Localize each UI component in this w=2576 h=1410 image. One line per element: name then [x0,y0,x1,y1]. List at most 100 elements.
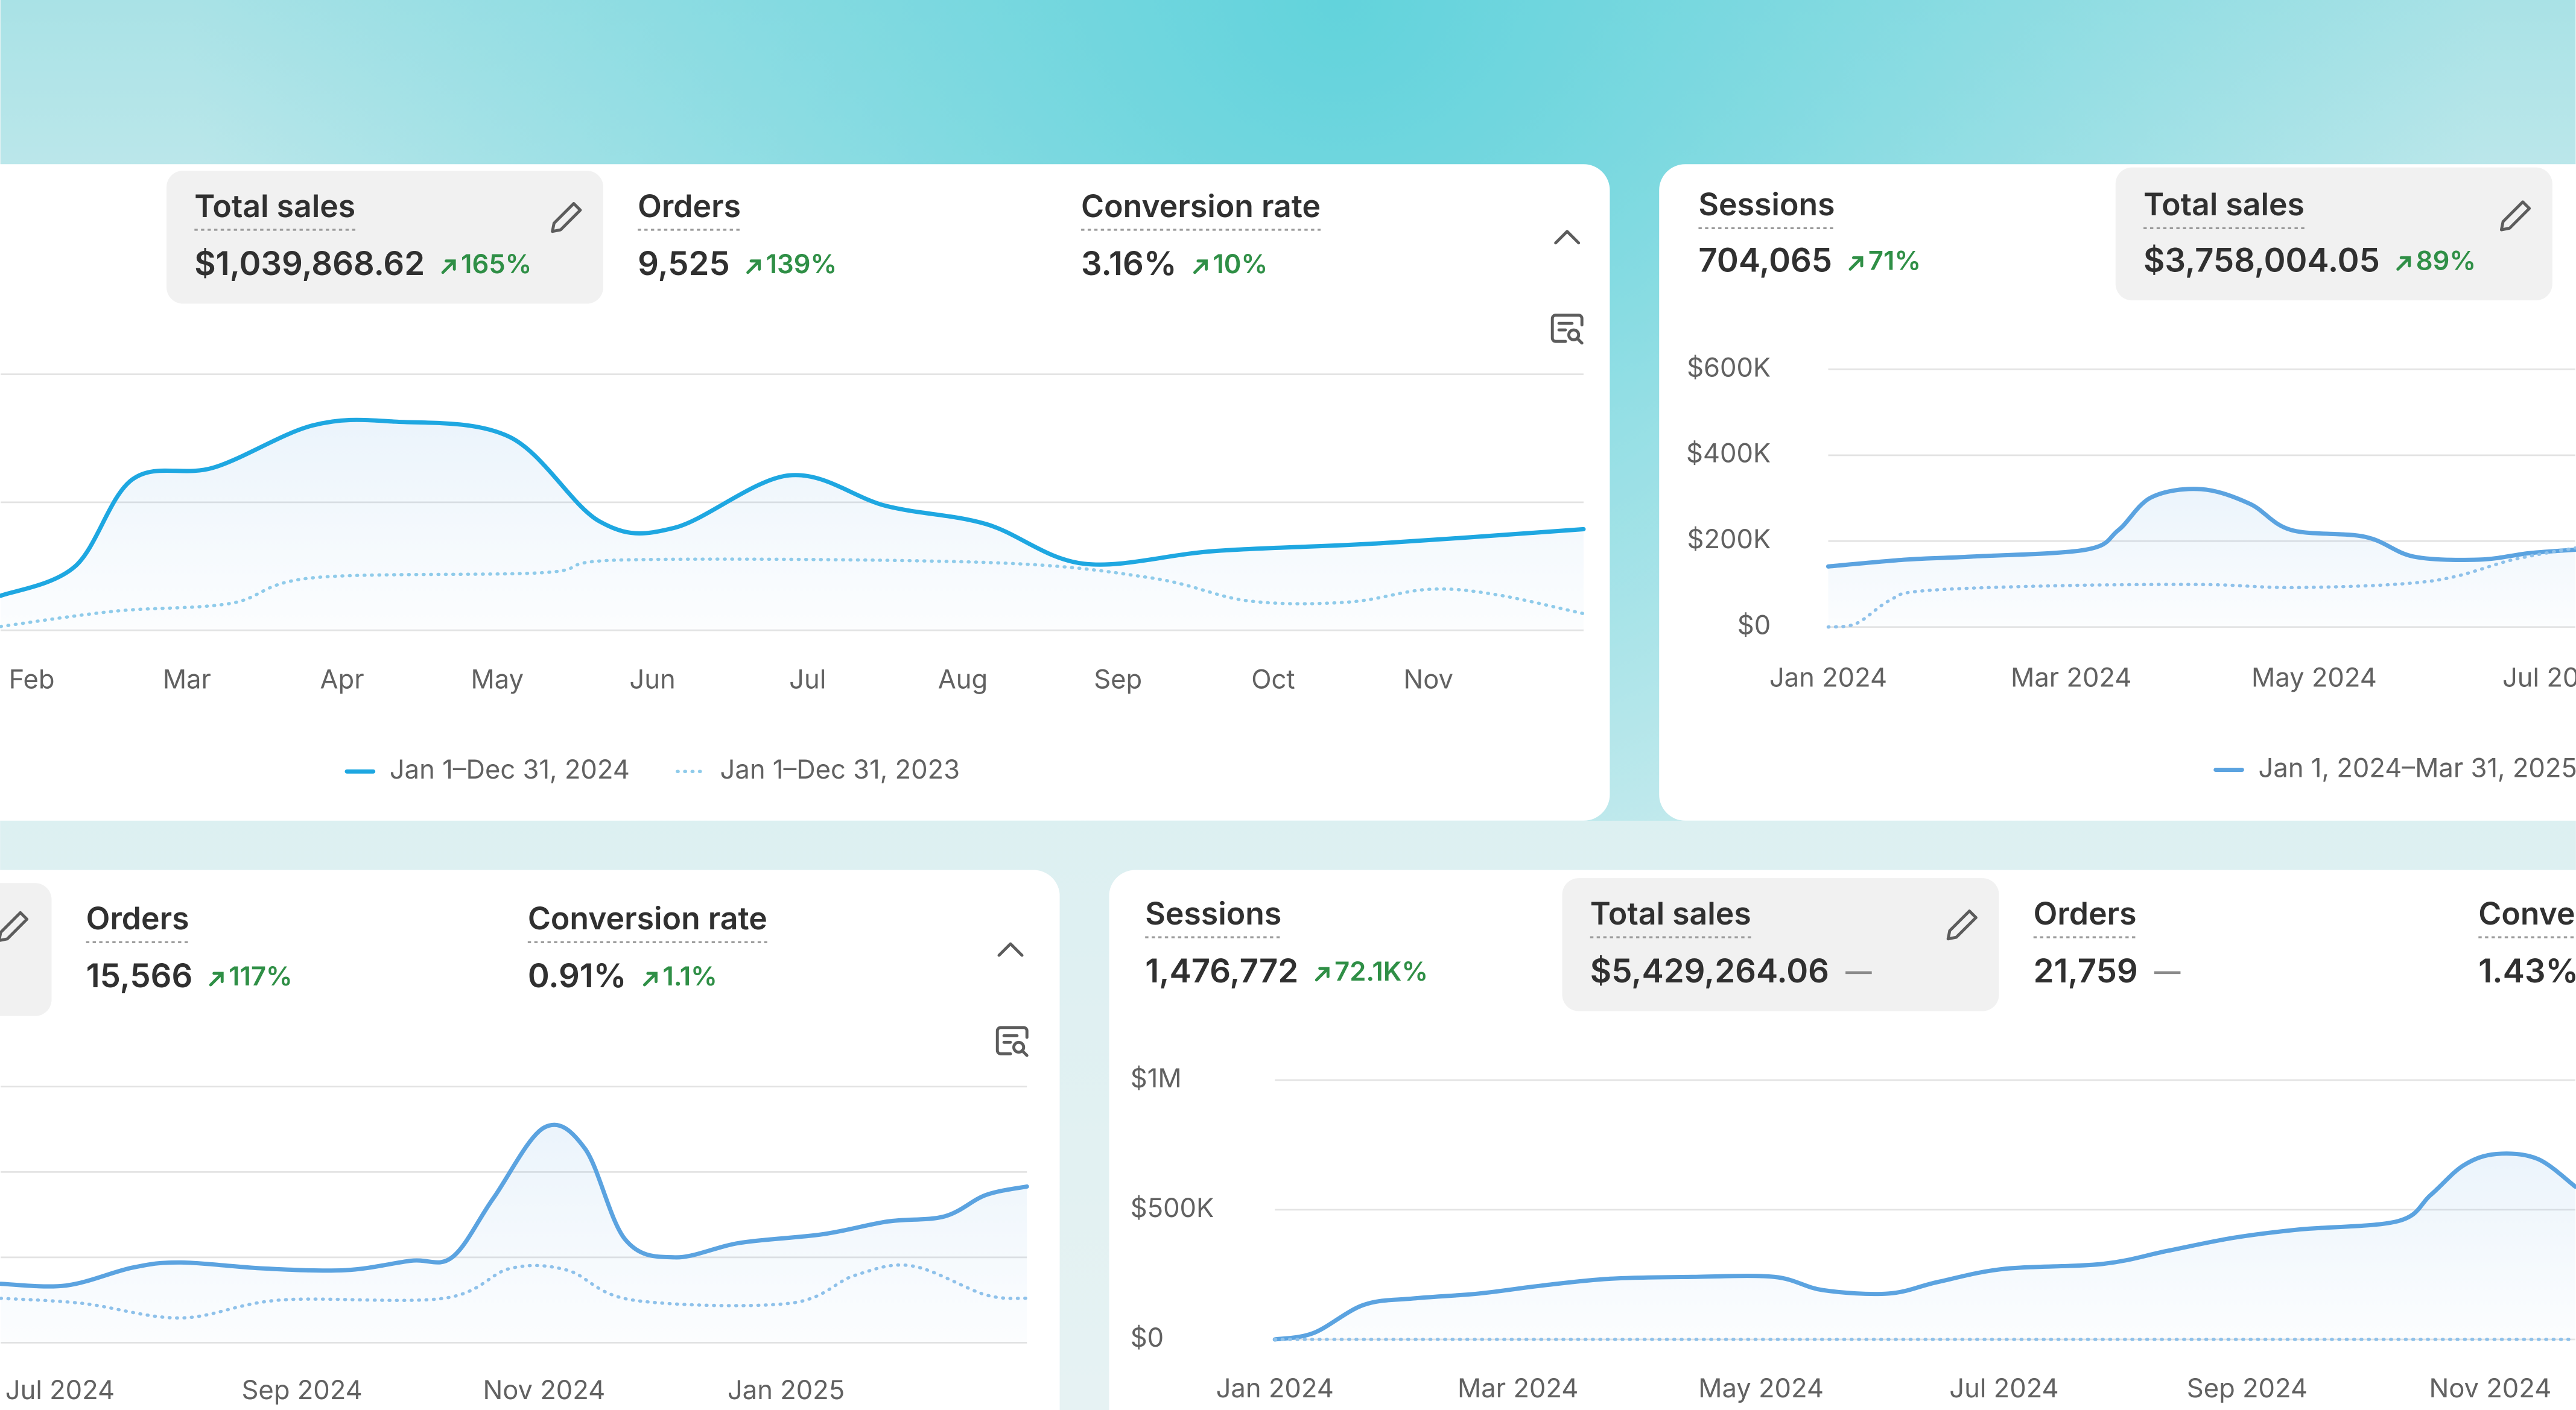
metric-delta: 1.1% [662,960,717,992]
x-tick-label: Nov 2024 [2429,1372,2551,1404]
metric-box[interactable] [1562,878,1999,1011]
metric-value: 1.43% [2478,951,2576,991]
x-tick-label: Jul 2024 [1949,1372,2058,1404]
metric-value: 0.91% [528,956,627,996]
metric-box[interactable] [0,883,52,1016]
metric-label[interactable]: Conversion rate [1081,188,1321,225]
x-tick-label: Sep 2024 [242,1374,363,1406]
x-tick-label: Jun [629,663,675,695]
metric-label[interactable]: Orders [638,188,741,225]
metric-value: $3,758,004.05 [2143,240,2380,280]
card: Sessions 704,065 71% Total sales $3,758,004.… [1659,164,2576,821]
x-tick-label: Mar [163,663,211,695]
collapse-chevron[interactable] [1554,230,1581,245]
metric-label[interactable]: Total sales [1590,895,1751,932]
metric-label[interactable]: Conversion rate [528,900,767,937]
x-tick-label: Jul 2024 [5,1374,115,1406]
series-line [1826,546,2576,629]
x-tick-label: May [471,663,524,695]
area [1,1125,1027,1343]
y-tick-label: $0 [1737,609,1771,641]
metric-delta: 71% [1868,244,1921,276]
series-line [0,417,1586,598]
series-line [1826,487,2576,569]
x-tick-label: Jul [789,663,826,695]
x-tick-label: Feb [9,663,55,695]
metric-label[interactable]: Sessions [1698,186,1835,223]
card: Total sales $1,039,868.62 165% Orders 9,525 1… [0,164,1610,821]
metric-delta: 72.1K% [1334,955,1428,987]
card: Sessions 1,476,772 72.1K% Total sales $5,429… [1109,870,2576,1410]
metric-value: 1,476,772 [1145,951,1298,991]
edit-icon[interactable] [551,202,582,233]
y-tick-label: $600K [1687,351,1771,383]
chart-search-icon[interactable] [995,1026,1029,1057]
y-tick-label: $500K [1131,1192,1214,1224]
x-tick-label: May 2024 [1698,1372,1824,1404]
edit-icon[interactable] [2499,200,2531,232]
metric-value: 3.16% [1081,244,1176,283]
y-tick-label: $200K [1687,523,1771,555]
metric-value: $1,039,868.62 [194,244,425,283]
trend-arrow [642,972,658,987]
edit-icon[interactable] [1946,909,1978,941]
x-tick-label: Jan 2024 [1216,1372,1334,1404]
series-line [1272,1151,2576,1342]
series-line [0,557,1585,628]
area [1,420,1584,631]
trend-arrow [209,972,224,987]
y-tick-label: $400K [1686,437,1771,469]
metric-delta: — [2154,955,2181,987]
x-tick-label: Aug [938,663,988,695]
metric-box[interactable] [167,171,604,304]
metric-delta: — [1845,955,1872,987]
metric-label[interactable]: Sessions [1145,895,1281,932]
metric-delta: 89% [2416,244,2476,276]
legend-label: Jan 1–Dec 31, 2024 [390,753,630,785]
x-tick-label: Apr [320,663,364,695]
card: Orders 15,566 117% Conversion rate 0.91% 1.1%… [0,870,1060,1410]
x-tick-label: Oct [1251,663,1295,695]
x-tick-label: Jan 2024 [1769,662,1887,694]
chart-search-icon[interactable] [1550,314,1584,345]
x-tick-label: May 2024 [2251,662,2377,694]
x-tick-label: Mar 2024 [1458,1372,1578,1404]
metric-value: 704,065 [1698,240,1832,280]
trend-arrow [746,259,761,274]
metric-value: 21,759 [2034,951,2138,991]
metric-value: 15,566 [86,956,193,996]
metric-delta: 139% [766,248,837,280]
edit-icon[interactable] [0,911,29,942]
series-line [0,1122,1029,1289]
legend-label: Jan 1–Dec 31, 2023 [720,753,960,785]
x-tick-label: Nov [1403,663,1453,695]
metric-label[interactable]: Total sales [2143,186,2305,223]
area [1275,1153,2575,1339]
x-tick-label: Sep [1094,663,1142,695]
trend-arrow [1315,967,1330,982]
metric-delta: 165% [461,248,531,280]
y-tick-label: $1M [1131,1062,1182,1094]
trend-arrow [1848,256,1864,271]
metric-delta: 10% [1213,248,1267,280]
trend-arrow [441,259,456,274]
trend-arrow [2396,256,2411,271]
metric-label[interactable]: Conversion rate [2478,895,2576,932]
x-tick-label: Sep 2024 [2187,1372,2308,1404]
metric-label[interactable]: Orders [2034,895,2137,932]
legend-label: Jan 1, 2024–Mar 31, 2025 [2259,751,2576,783]
metric-value: 9,525 [638,244,730,283]
metric-label[interactable]: Total sales [194,188,355,225]
metric-delta: 117% [229,960,293,992]
area [1828,488,2575,627]
collapse-chevron[interactable] [997,942,1024,957]
x-tick-label: Jul 2024 [2502,662,2576,694]
x-tick-label: Nov 2024 [483,1374,605,1406]
metric-label[interactable]: Orders [86,900,189,937]
x-tick-label: Jan 2025 [728,1374,845,1406]
y-tick-label: $0 [1131,1321,1164,1353]
trend-arrow [1193,259,1208,274]
metric-box[interactable] [2115,167,2552,301]
